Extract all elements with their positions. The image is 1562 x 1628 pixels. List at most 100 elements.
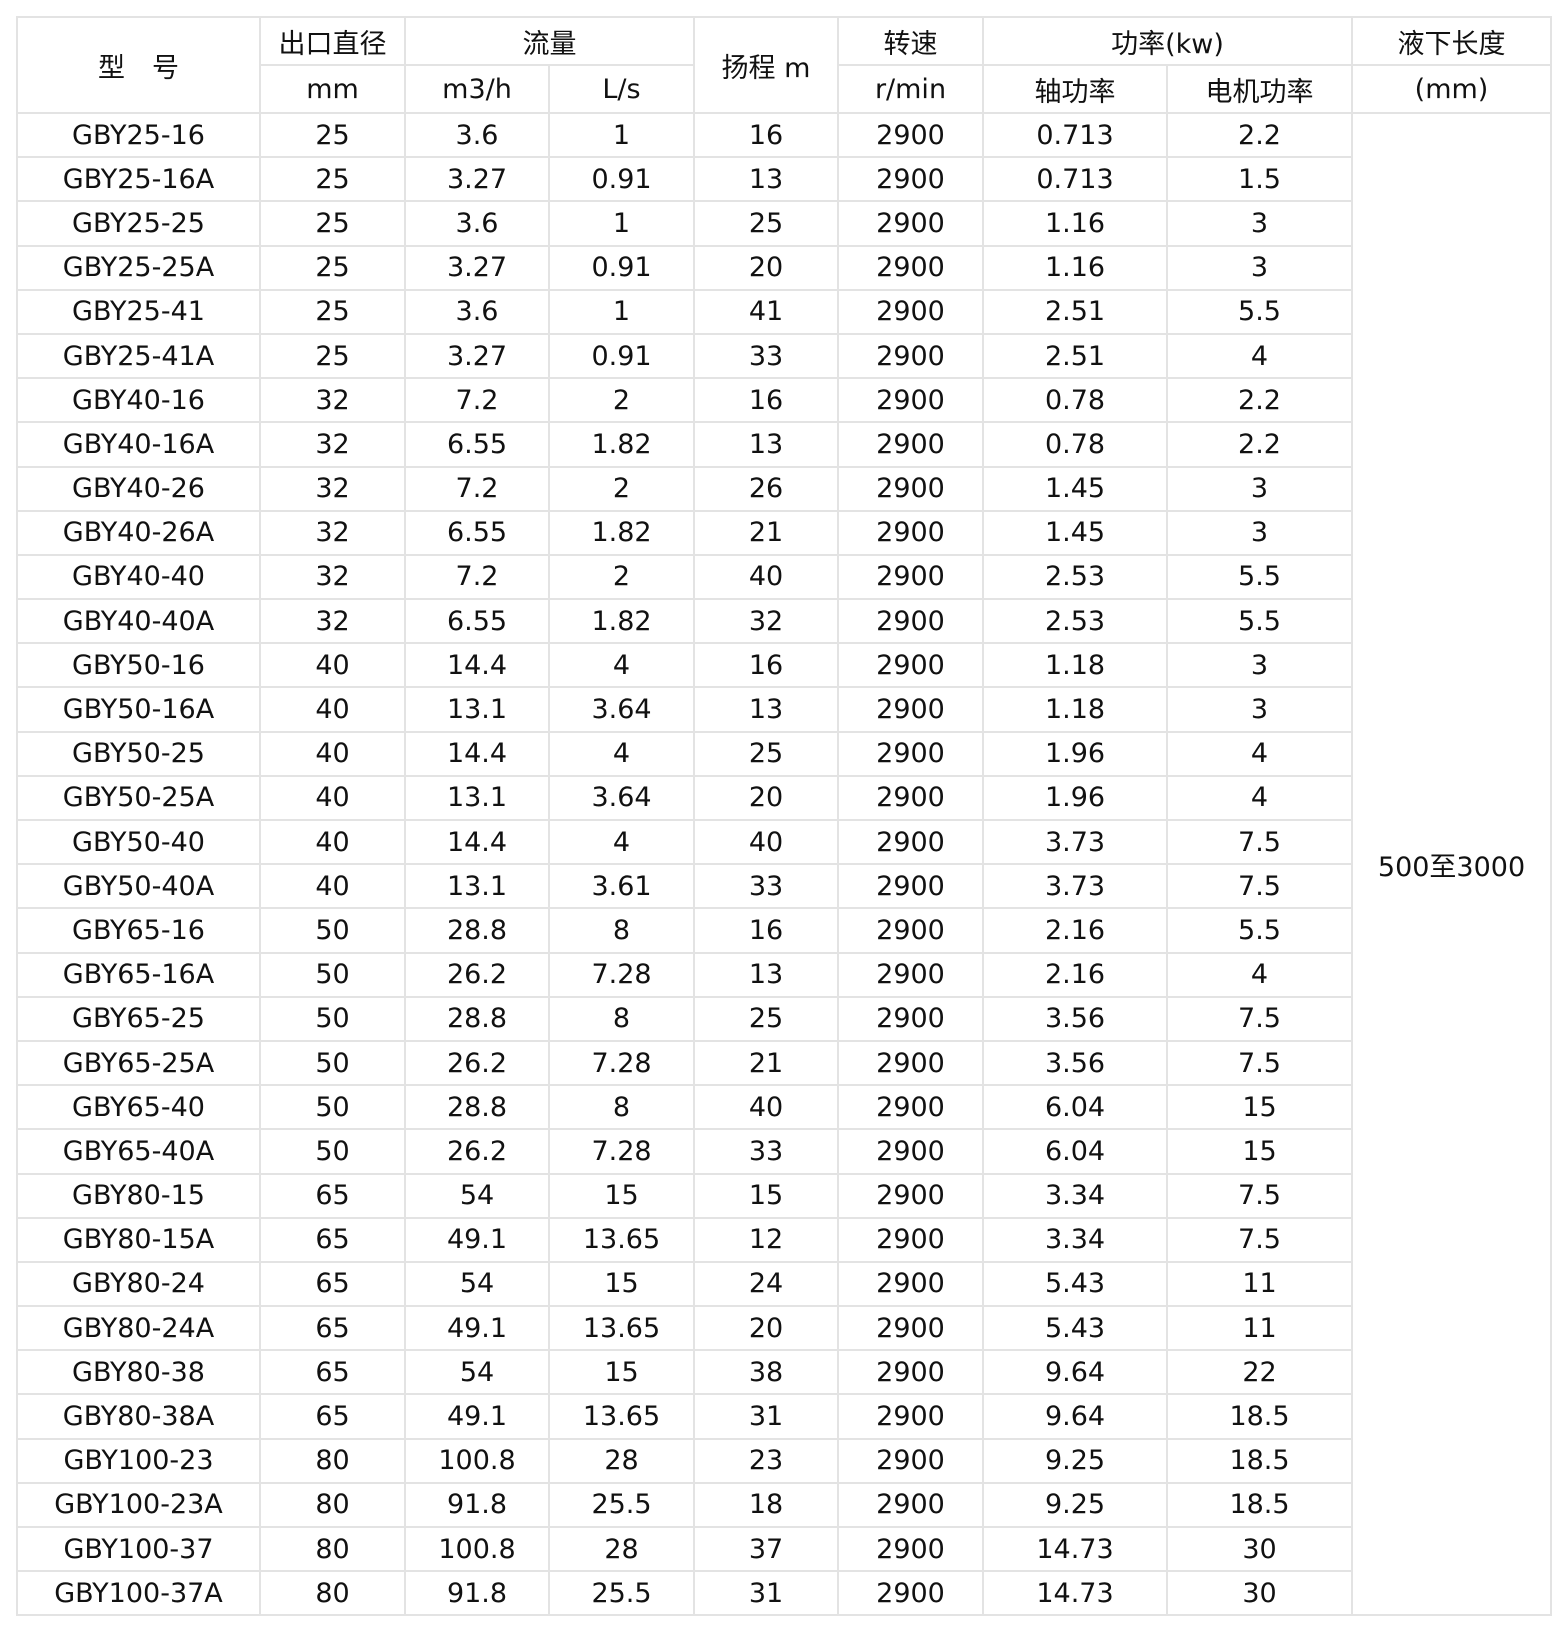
cell-head: 31 xyxy=(693,1393,839,1440)
cell-shaft-power: 1.96 xyxy=(982,730,1168,777)
cell-outlet: 50 xyxy=(259,907,406,954)
cell-speed: 2900 xyxy=(837,465,984,512)
cell-motor-power: 3 xyxy=(1165,200,1354,247)
cell-model: GBY100-23 xyxy=(16,1437,261,1484)
cell-head: 32 xyxy=(693,598,839,645)
cell-flow-ls: 13.65 xyxy=(548,1305,695,1352)
cell-flow-ls: 8 xyxy=(548,1084,695,1131)
cell-model: GBY80-38 xyxy=(16,1349,261,1396)
header-outlet-unit: mm xyxy=(259,64,406,114)
cell-model: GBY80-38A xyxy=(16,1393,261,1440)
cell-motor-power: 5.5 xyxy=(1165,553,1354,601)
cell-flow-m3h: 54 xyxy=(404,1172,550,1219)
cell-flow-m3h: 14.4 xyxy=(404,818,550,866)
cell-head: 31 xyxy=(693,1570,839,1617)
cell-speed: 2900 xyxy=(837,686,984,733)
cell-outlet: 50 xyxy=(259,1084,406,1131)
cell-flow-ls: 3.61 xyxy=(548,863,695,910)
cell-outlet: 80 xyxy=(259,1570,406,1617)
cell-flow-ls: 13.65 xyxy=(548,1393,695,1440)
cell-speed: 2900 xyxy=(837,1260,984,1308)
cell-model: GBY40-26A xyxy=(16,509,261,556)
table-row: GBY40-40 32 7.2 2 40 2900 2.53 5.5 xyxy=(16,553,1551,601)
table-row: GBY50-25A 40 13.1 3.64 20 2900 1.96 4 xyxy=(16,774,1551,822)
cell-head: 13 xyxy=(693,421,839,468)
cell-length-value: 500至3000 xyxy=(1351,111,1553,1617)
cell-flow-m3h: 26.2 xyxy=(404,1128,550,1175)
table-row: GBY80-24 65 54 15 24 2900 5.43 11 xyxy=(16,1260,1551,1308)
cell-speed: 2900 xyxy=(837,1570,984,1617)
cell-shaft-power: 0.78 xyxy=(982,377,1168,424)
header-flow: 流量 xyxy=(404,16,695,66)
cell-head: 13 xyxy=(693,686,839,733)
cell-speed: 2900 xyxy=(837,1349,984,1396)
table-row: GBY25-25A 25 3.27 0.91 20 2900 1.16 3 xyxy=(16,244,1551,291)
cell-flow-ls: 15 xyxy=(548,1260,695,1308)
table-row: GBY25-41A 25 3.27 0.91 33 2900 2.51 4 xyxy=(16,332,1551,380)
table-row: GBY50-16A 40 13.1 3.64 13 2900 1.18 3 xyxy=(16,686,1551,733)
cell-flow-m3h: 6.55 xyxy=(404,421,550,468)
cell-motor-power: 18.5 xyxy=(1165,1437,1354,1484)
cell-outlet: 65 xyxy=(259,1393,406,1440)
cell-flow-ls: 1.82 xyxy=(548,421,695,468)
cell-speed: 2900 xyxy=(837,863,984,910)
cell-shaft-power: 6.04 xyxy=(982,1084,1168,1131)
header-power: 功率(kw) xyxy=(981,16,1354,66)
cell-head: 41 xyxy=(693,288,839,335)
cell-motor-power: 4 xyxy=(1165,951,1354,998)
cell-model: GBY25-41A xyxy=(16,332,261,380)
table-row: GBY25-25 25 3.6 1 25 2900 1.16 3 xyxy=(16,200,1551,247)
cell-flow-m3h: 28.8 xyxy=(404,907,550,954)
cell-head: 12 xyxy=(693,1216,839,1263)
cell-shaft-power: 9.64 xyxy=(982,1393,1168,1440)
cell-flow-ls: 28 xyxy=(548,1525,695,1573)
cell-shaft-power: 9.64 xyxy=(982,1349,1168,1396)
cell-head: 21 xyxy=(693,509,839,556)
cell-motor-power: 11 xyxy=(1165,1260,1354,1308)
cell-head: 38 xyxy=(693,1349,839,1396)
cell-speed: 2900 xyxy=(837,111,984,159)
cell-motor-power: 3 xyxy=(1165,244,1354,291)
cell-speed: 2900 xyxy=(837,774,984,822)
cell-model: GBY65-25 xyxy=(16,995,261,1042)
header-length: 液下长度 xyxy=(1351,16,1553,66)
cell-head: 16 xyxy=(693,377,839,424)
table-row: GBY80-24A 65 49.1 13.65 20 2900 5.43 11 xyxy=(16,1305,1551,1352)
cell-head: 20 xyxy=(693,244,839,291)
cell-model: GBY25-25A xyxy=(16,244,261,291)
cell-head: 16 xyxy=(693,907,839,954)
cell-model: GBY50-16 xyxy=(16,642,261,689)
cell-outlet: 25 xyxy=(259,111,406,159)
cell-speed: 2900 xyxy=(837,1128,984,1175)
table-row: GBY80-38 65 54 15 38 2900 9.64 22 xyxy=(16,1349,1551,1396)
cell-model: GBY25-16 xyxy=(16,111,261,159)
cell-flow-m3h: 49.1 xyxy=(404,1216,550,1263)
cell-motor-power: 7.5 xyxy=(1165,995,1354,1042)
cell-speed: 2900 xyxy=(837,1525,984,1573)
cell-speed: 2900 xyxy=(837,598,984,645)
cell-outlet: 25 xyxy=(259,244,406,291)
table-row: GBY40-16 32 7.2 2 16 2900 0.78 2.2 xyxy=(16,377,1551,424)
cell-speed: 2900 xyxy=(837,995,984,1042)
cell-model: GBY25-41 xyxy=(16,288,261,335)
cell-flow-ls: 0.91 xyxy=(548,156,695,203)
table-row: GBY50-40A 40 13.1 3.61 33 2900 3.73 7.5 xyxy=(16,863,1551,910)
cell-outlet: 32 xyxy=(259,465,406,512)
table-row: GBY40-16A 32 6.55 1.82 13 2900 0.78 2.2 xyxy=(16,421,1551,468)
cell-flow-ls: 7.28 xyxy=(548,951,695,998)
cell-flow-m3h: 3.6 xyxy=(404,288,550,335)
cell-model: GBY80-15A xyxy=(16,1216,261,1263)
cell-head: 16 xyxy=(693,111,839,159)
table-row: GBY50-25 40 14.4 4 25 2900 1.96 4 xyxy=(16,730,1551,777)
cell-motor-power: 15 xyxy=(1165,1084,1354,1131)
cell-head: 25 xyxy=(693,200,839,247)
cell-shaft-power: 3.34 xyxy=(982,1172,1168,1219)
cell-flow-ls: 8 xyxy=(548,995,695,1042)
cell-shaft-power: 2.53 xyxy=(982,553,1168,601)
cell-shaft-power: 1.18 xyxy=(982,642,1168,689)
cell-outlet: 25 xyxy=(259,156,406,203)
cell-shaft-power: 14.73 xyxy=(982,1525,1168,1573)
cell-speed: 2900 xyxy=(837,818,984,866)
cell-shaft-power: 2.51 xyxy=(982,332,1168,380)
cell-motor-power: 7.5 xyxy=(1165,863,1354,910)
